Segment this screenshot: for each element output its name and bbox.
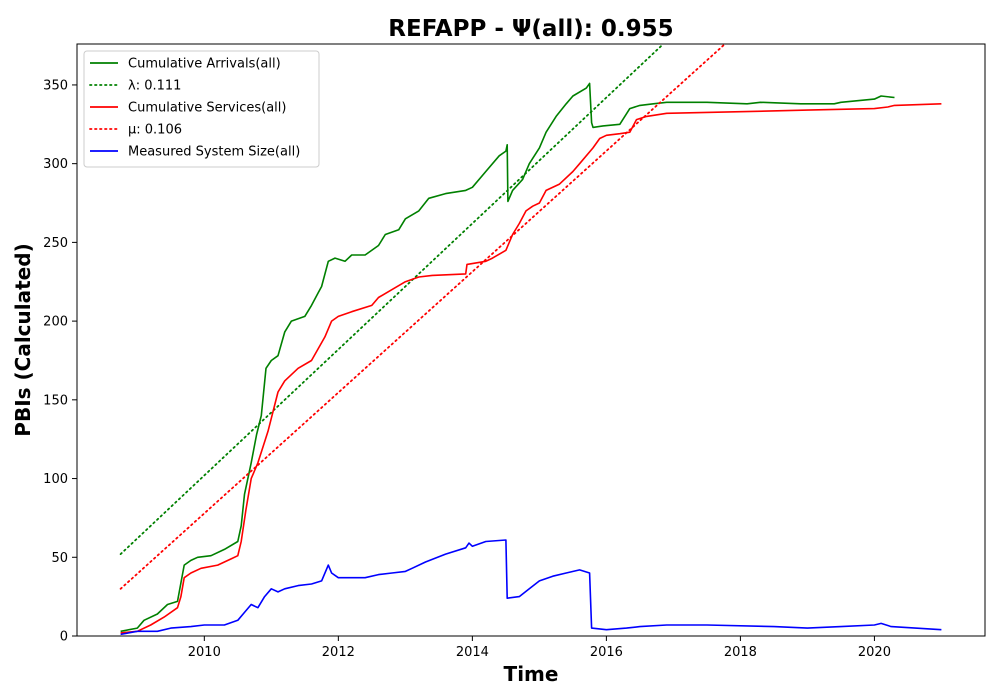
x-tick-label: 2018 xyxy=(724,645,757,660)
y-tick-label: 100 xyxy=(43,472,68,487)
plot-frame xyxy=(76,43,986,637)
y-axis-label: PBIs (Calculated) xyxy=(11,243,35,436)
y-tick-label: 350 xyxy=(43,78,68,93)
legend: Cumulative Arrivals(all) λ: 0.111 Cumulati… xyxy=(83,50,320,168)
legend-label-5: Measured System Size(all) xyxy=(128,145,300,160)
x-tick-label: 2012 xyxy=(322,645,355,660)
series-line-1 xyxy=(120,82,895,633)
plot-area xyxy=(119,44,942,636)
legend-label-1: Cumulative Arrivals(all) xyxy=(128,57,281,72)
y-tick-label: 200 xyxy=(43,315,68,330)
y-tick-label: 150 xyxy=(43,393,68,408)
series-line-5 xyxy=(120,539,942,636)
y-tick-label: 300 xyxy=(43,157,68,172)
series-line-4 xyxy=(119,44,726,590)
x-tick-label: 2020 xyxy=(858,645,891,660)
legend-label-2: λ: 0.111 xyxy=(128,79,181,94)
x-axis: 2010 2012 2014 2016 2018 2020 xyxy=(188,636,891,660)
x-tick-label: 2010 xyxy=(188,645,221,660)
x-axis-label: Time xyxy=(504,662,559,686)
legend-box xyxy=(83,50,320,168)
y-tick-label: 50 xyxy=(51,551,68,566)
y-tick-label: 0 xyxy=(60,630,68,645)
x-tick-label: 2014 xyxy=(456,645,489,660)
y-tick-label: 250 xyxy=(43,236,68,251)
y-axis: 0 50 100 150 200 250 300 350 xyxy=(43,78,77,645)
legend-label-3: Cumulative Services(all) xyxy=(128,101,286,116)
chart-title: REFAPP - Ψ(all): 0.955 xyxy=(388,16,673,42)
x-tick-label: 2016 xyxy=(590,645,623,660)
series-line-2 xyxy=(119,44,665,555)
series-line-3 xyxy=(120,103,942,634)
legend-label-4: μ: 0.106 xyxy=(128,123,182,138)
